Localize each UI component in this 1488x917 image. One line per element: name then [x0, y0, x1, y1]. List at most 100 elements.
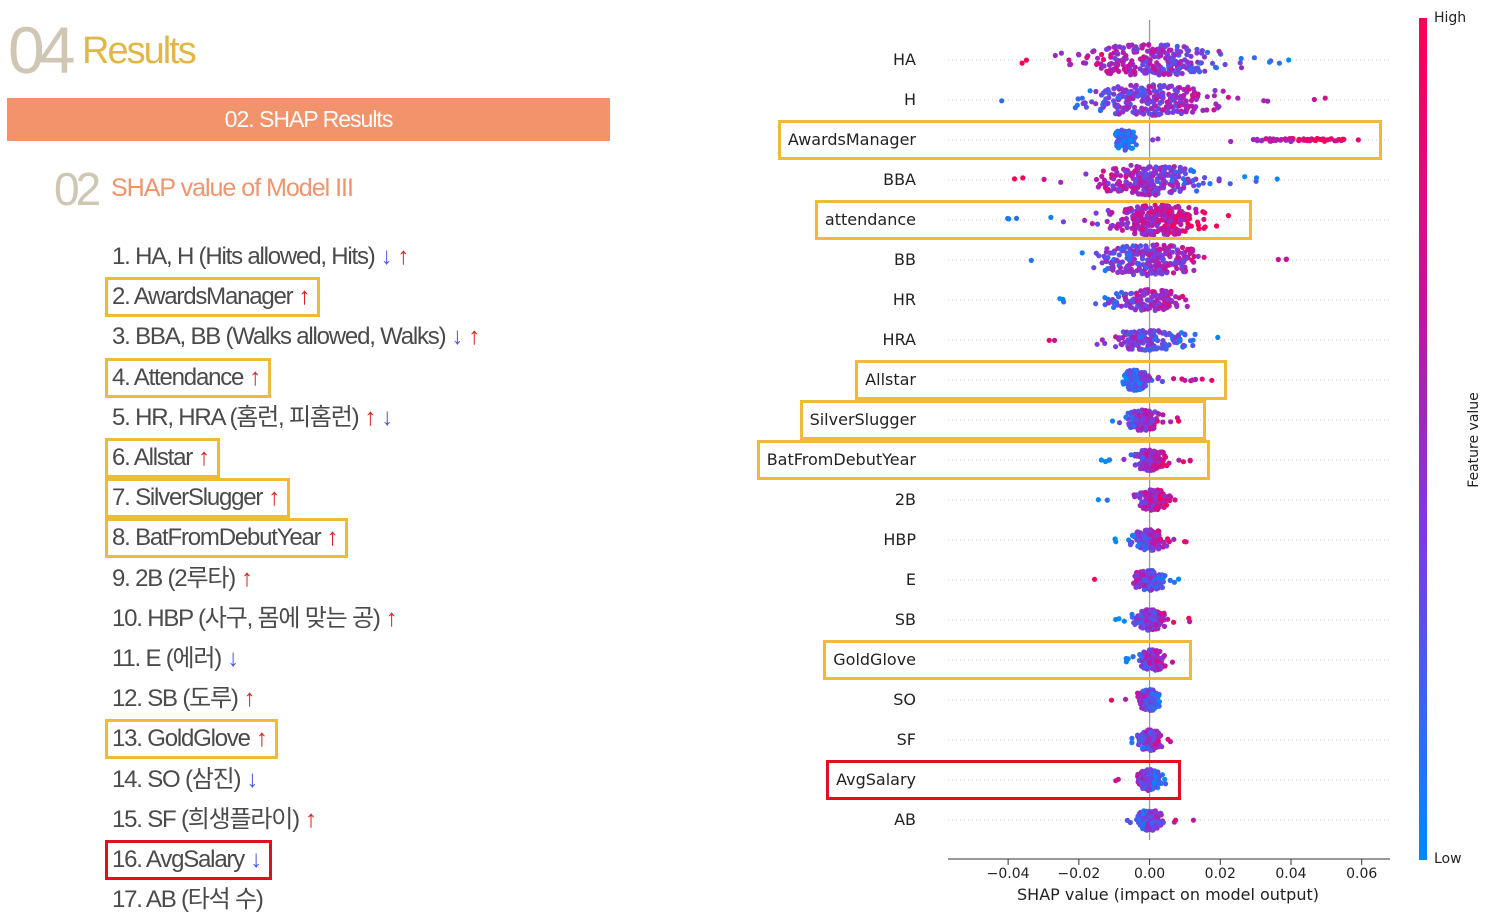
- shap-point: [1159, 378, 1165, 385]
- shap-point: [1322, 95, 1328, 101]
- ranking-item: 17. AB (타석 수): [112, 883, 264, 917]
- shap-point: [1191, 253, 1197, 259]
- ranking-item: 16. AvgSalary ↓: [112, 843, 262, 877]
- shap-point: [1178, 221, 1184, 228]
- shap-point: [1213, 101, 1219, 107]
- shap-point: [1177, 93, 1184, 100]
- beeswarm-HRA: [1046, 328, 1221, 353]
- shap-point: [1134, 291, 1140, 297]
- shap-point: [1100, 168, 1106, 174]
- shap-point: [1120, 221, 1126, 227]
- shap-point: [1130, 186, 1136, 192]
- shap-point: [1177, 188, 1183, 194]
- shap-point: [1176, 576, 1182, 582]
- shap-point: [1144, 527, 1150, 533]
- shap-point: [1202, 210, 1208, 216]
- shap-point: [1152, 621, 1158, 628]
- feature-label-E: E: [905, 570, 916, 589]
- shap-point: [1143, 243, 1149, 249]
- shap-point: [1137, 249, 1143, 255]
- shap-point: [1140, 572, 1146, 578]
- shap-point: [1120, 62, 1126, 68]
- shap-point: [1091, 576, 1098, 582]
- ranking-item-text: 6. Allstar: [112, 444, 193, 471]
- shap-point: [1190, 342, 1196, 349]
- shap-point: [1112, 61, 1118, 67]
- shap-point: [1117, 268, 1123, 275]
- shap-point: [1118, 289, 1125, 295]
- shap-point: [1122, 134, 1128, 140]
- shap-point: [1144, 171, 1150, 177]
- highlight-box: [814, 200, 1252, 240]
- shap-point: [1132, 307, 1138, 313]
- beeswarm-HR: [1057, 287, 1190, 313]
- shap-point: [1137, 699, 1144, 706]
- feature-label-SF: SF: [896, 730, 916, 749]
- arrow-down-icon: ↓: [451, 323, 463, 351]
- shap-point: [1164, 99, 1170, 105]
- shap-point: [1113, 65, 1119, 71]
- ranking-item-text: 16. AvgSalary: [112, 846, 245, 873]
- shap-point: [1180, 63, 1186, 69]
- shap-point: [1084, 54, 1090, 61]
- highlight-box: [105, 478, 291, 519]
- shap-point: [1153, 822, 1159, 829]
- shap-point: [1168, 218, 1174, 224]
- shap-point: [1140, 62, 1146, 68]
- shap-point: [1201, 254, 1207, 260]
- shap-point: [1286, 57, 1292, 63]
- shap-point: [1171, 579, 1177, 585]
- shap-point: [1160, 820, 1166, 826]
- shap-point: [1173, 102, 1179, 108]
- ranking-item: 4. Attendance ↑: [112, 361, 261, 395]
- arrow-up-icon: ↑: [243, 685, 256, 713]
- shap-point: [1116, 616, 1122, 622]
- shap-point: [1282, 136, 1288, 142]
- highlight-box: [823, 640, 1192, 680]
- beeswarm-Allstar: [1120, 367, 1215, 393]
- shap-point: [1131, 580, 1137, 586]
- shap-point: [1114, 223, 1120, 229]
- feature-label-HRA: HRA: [882, 330, 916, 349]
- shap-point: [1191, 267, 1197, 273]
- shap-point: [1136, 109, 1142, 115]
- shap-point: [1114, 169, 1120, 175]
- shap-point: [1171, 619, 1177, 625]
- shap-point: [1108, 54, 1114, 60]
- shap-point: [1167, 243, 1173, 249]
- shap-point: [1143, 607, 1149, 613]
- shap-point: [1127, 250, 1133, 256]
- x-tick-label: 0.04: [1275, 866, 1307, 882]
- shap-point: [1355, 137, 1361, 143]
- shap-point: [1111, 44, 1117, 50]
- shap-point: [1142, 544, 1148, 550]
- shap-point: [1165, 342, 1171, 349]
- shap-point: [1267, 136, 1273, 142]
- shap-point: [1184, 52, 1190, 58]
- shap-point: [1194, 188, 1200, 194]
- shap-point: [1160, 94, 1166, 100]
- slide-title: Results: [82, 30, 197, 72]
- shap-point: [1126, 262, 1132, 268]
- shap-point: [1168, 66, 1174, 72]
- shap-point: [1091, 265, 1097, 271]
- shap-point: [1276, 60, 1282, 66]
- shap-point: [1145, 222, 1151, 228]
- x-tick-label: −0.04: [986, 866, 1030, 882]
- shap-point: [1181, 269, 1187, 275]
- shap-point: [1159, 211, 1165, 217]
- shap-point: [1148, 544, 1154, 550]
- shap-point: [1181, 185, 1187, 191]
- shap-point: [1140, 179, 1146, 185]
- shap-point: [1130, 216, 1136, 222]
- shap-point: [1212, 87, 1218, 94]
- ranking-item: 8. BatFromDebutYear ↑: [112, 521, 338, 555]
- ranking-item-text: 11. E (에러): [112, 645, 222, 672]
- shap-point: [1141, 167, 1147, 174]
- shap-point: [1179, 263, 1185, 269]
- ranking-item-text: 15. SF (희생플라이): [112, 805, 300, 833]
- shap-point: [1150, 289, 1156, 295]
- shap-point: [1082, 217, 1088, 223]
- ranking-item: 10. HBP (사구, 몸에 맞는 공) ↑: [112, 602, 398, 636]
- shap-point: [1182, 377, 1188, 383]
